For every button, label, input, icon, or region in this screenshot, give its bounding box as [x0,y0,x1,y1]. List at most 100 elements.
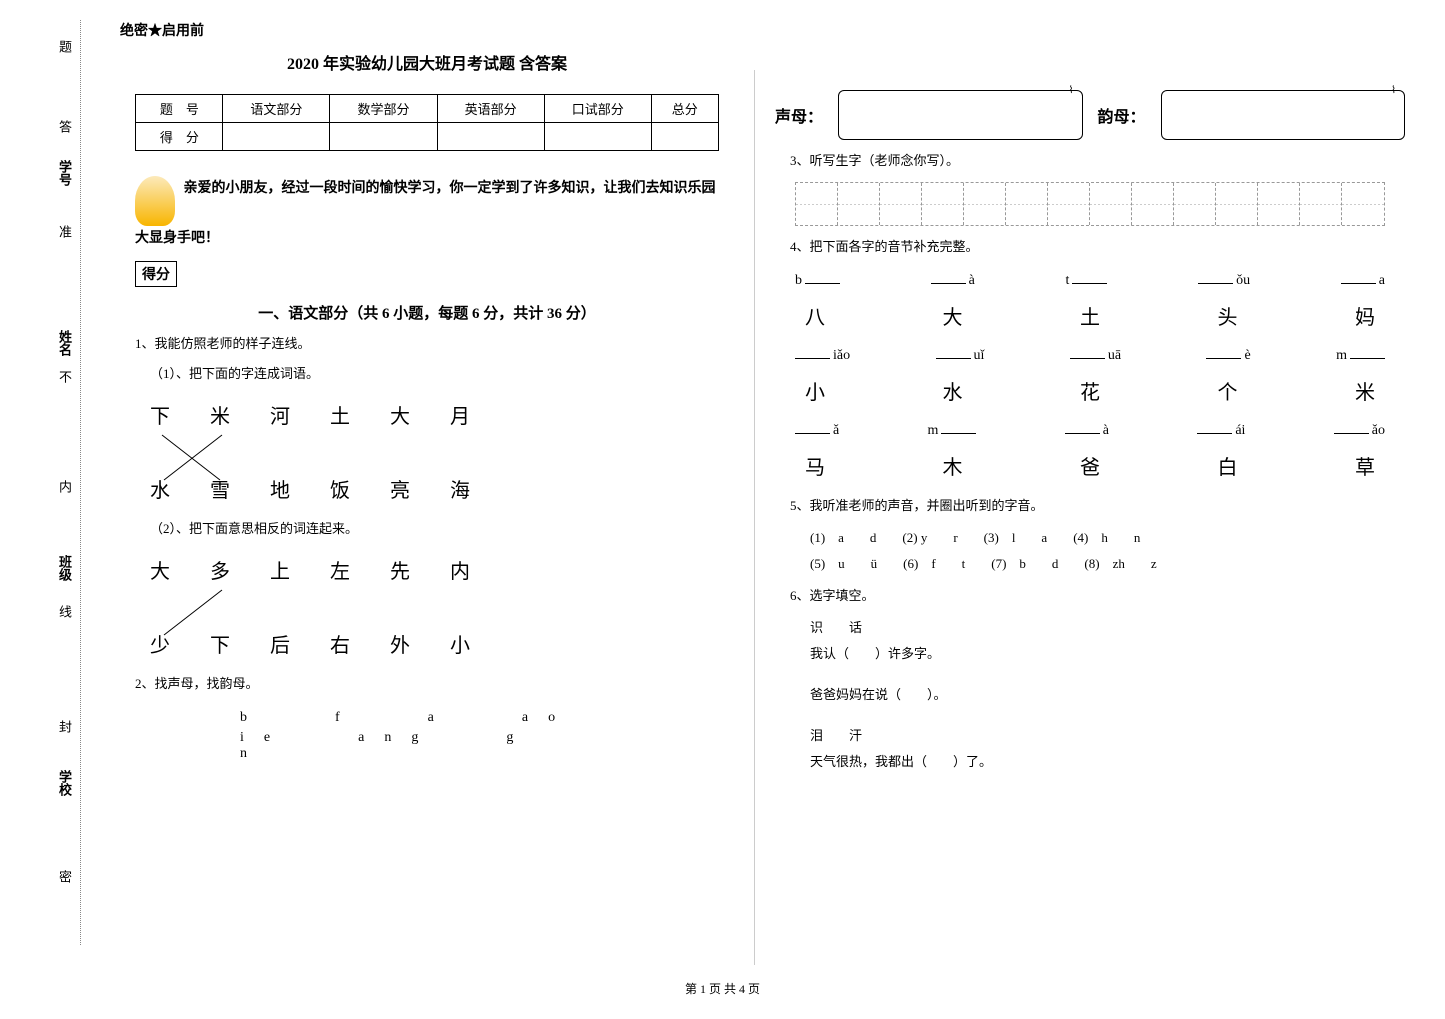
margin-label: 班级 [55,555,74,581]
py: ái [1235,423,1245,439]
blank[interactable] [1206,345,1241,359]
char: 水 [150,474,170,503]
char: 木 [943,451,963,480]
blank[interactable] [1198,270,1233,284]
shengmu-row: 声母： ⌇ 韵母： ⌇ [775,90,1405,140]
cell: 口试部分 [544,95,651,123]
margin-label: 学号 [55,160,74,186]
score-box: 得分 [135,261,177,287]
char: 马 [805,451,825,480]
margin-label: 姓名 [55,330,74,356]
q5: 5、我听准老师的声音，并圈出听到的字音。 [790,495,1390,517]
q1: 1、我能仿照老师的样子连线。 [135,333,719,355]
blank[interactable] [1334,420,1369,434]
char: 河 [270,400,290,429]
margin-label: 题 [55,40,74,53]
q4-row1-char: 八 大 土 头 妈 [805,301,1375,330]
py: m [928,423,939,439]
margin-label: 内 [55,480,74,493]
char: 土 [330,400,350,429]
char: 外 [390,629,410,658]
blank[interactable] [941,420,976,434]
cell[interactable] [651,123,718,151]
cell: 英语部分 [437,95,544,123]
shengmu-box[interactable]: ⌇ [838,90,1082,140]
left-column: 绝密★启用前 2020 年实验幼儿园大班月考试题 含答案 题 号 语文部分 数学… [110,20,744,965]
dotted-fold-line [80,20,81,945]
char: 后 [270,629,290,658]
intro-text: 亲爱的小朋友，经过一段时间的愉快学习，你一定学到了许多知识，让我们去知识乐园大显… [135,181,716,246]
char: 饭 [330,474,350,503]
blank[interactable] [795,420,830,434]
q6: 6、选字填空。 [790,585,1390,607]
char: 妈 [1355,301,1375,330]
char: 多 [210,555,230,584]
spiral-icon: ⌇ [1391,85,1396,96]
q4-row3-char: 马 木 爸 白 草 [805,451,1375,480]
score-table: 题 号 语文部分 数学部分 英语部分 口试部分 总分 得 分 [135,94,718,151]
cell: 数学部分 [330,95,437,123]
blank[interactable] [1341,270,1376,284]
char: 雪 [210,474,230,503]
py: a [1379,273,1385,289]
cell[interactable] [223,123,330,151]
blank[interactable] [805,270,840,284]
char: 大 [150,555,170,584]
margin-label: 封 [55,720,74,733]
char: 大 [943,301,963,330]
char: 少 [150,629,170,658]
py: ǎ [833,423,839,439]
char: 月 [450,400,470,429]
q4-row2-pinyin: iǎo uǐ uā è m [795,345,1385,364]
blank[interactable] [795,345,830,359]
char: 草 [1355,451,1375,480]
char: 亮 [390,474,410,503]
char: 米 [1355,376,1375,405]
cell[interactable] [544,123,651,151]
char: 米 [210,400,230,429]
cell[interactable] [437,123,544,151]
blank[interactable] [1065,420,1100,434]
spiral-icon: ⌇ [1069,85,1074,96]
writing-grid[interactable] [795,182,1385,226]
cell: 总分 [651,95,718,123]
q4-row3-pinyin: ǎ m à ái ǎo [795,420,1385,439]
blank[interactable] [931,270,966,284]
cell: 题 号 [136,95,223,123]
q4: 4、把下面各字的音节补充完整。 [790,236,1390,258]
cell[interactable] [330,123,437,151]
q4-row2-char: 小 水 花 个 米 [805,376,1375,405]
py: à [969,273,975,289]
char: 花 [1080,376,1100,405]
blank[interactable] [1197,420,1232,434]
char: 个 [1218,376,1238,405]
py: t [1066,273,1070,289]
blank[interactable] [1072,270,1107,284]
char: 小 [450,629,470,658]
blank[interactable] [936,345,971,359]
table-row: 题 号 语文部分 数学部分 英语部分 口试部分 总分 [136,95,718,123]
yunmu-label: 韵母： [1098,103,1146,127]
matching-1: 下 米 河 土 大 月 水 雪 地 饭 亮 海 [120,400,734,503]
char: 大 [390,400,410,429]
exam-title: 2020 年实验幼儿园大班月考试题 含答案 [120,50,734,74]
char: 爸 [1080,451,1100,480]
char: 头 [1218,301,1238,330]
char: 海 [450,474,470,503]
char: 内 [450,555,470,584]
shengmu-label: 声母： [775,103,823,127]
table-row: 得 分 [136,123,718,151]
margin-label: 答 [55,120,74,133]
q6-opts-a: 识 话 [810,615,1405,641]
py: uā [1108,348,1121,364]
margin-label: 密 [55,870,74,883]
char: 土 [1080,301,1100,330]
char-row-top: 下 米 河 土 大 月 [150,400,704,429]
yunmu-box[interactable]: ⌇ [1161,90,1405,140]
blank[interactable] [1350,345,1385,359]
char: 水 [943,376,963,405]
content-area: 绝密★启用前 2020 年实验幼儿园大班月考试题 含答案 题 号 语文部分 数学… [90,0,1445,965]
blank[interactable] [1070,345,1105,359]
column-divider [754,70,755,965]
margin-label: 线 [55,605,74,618]
